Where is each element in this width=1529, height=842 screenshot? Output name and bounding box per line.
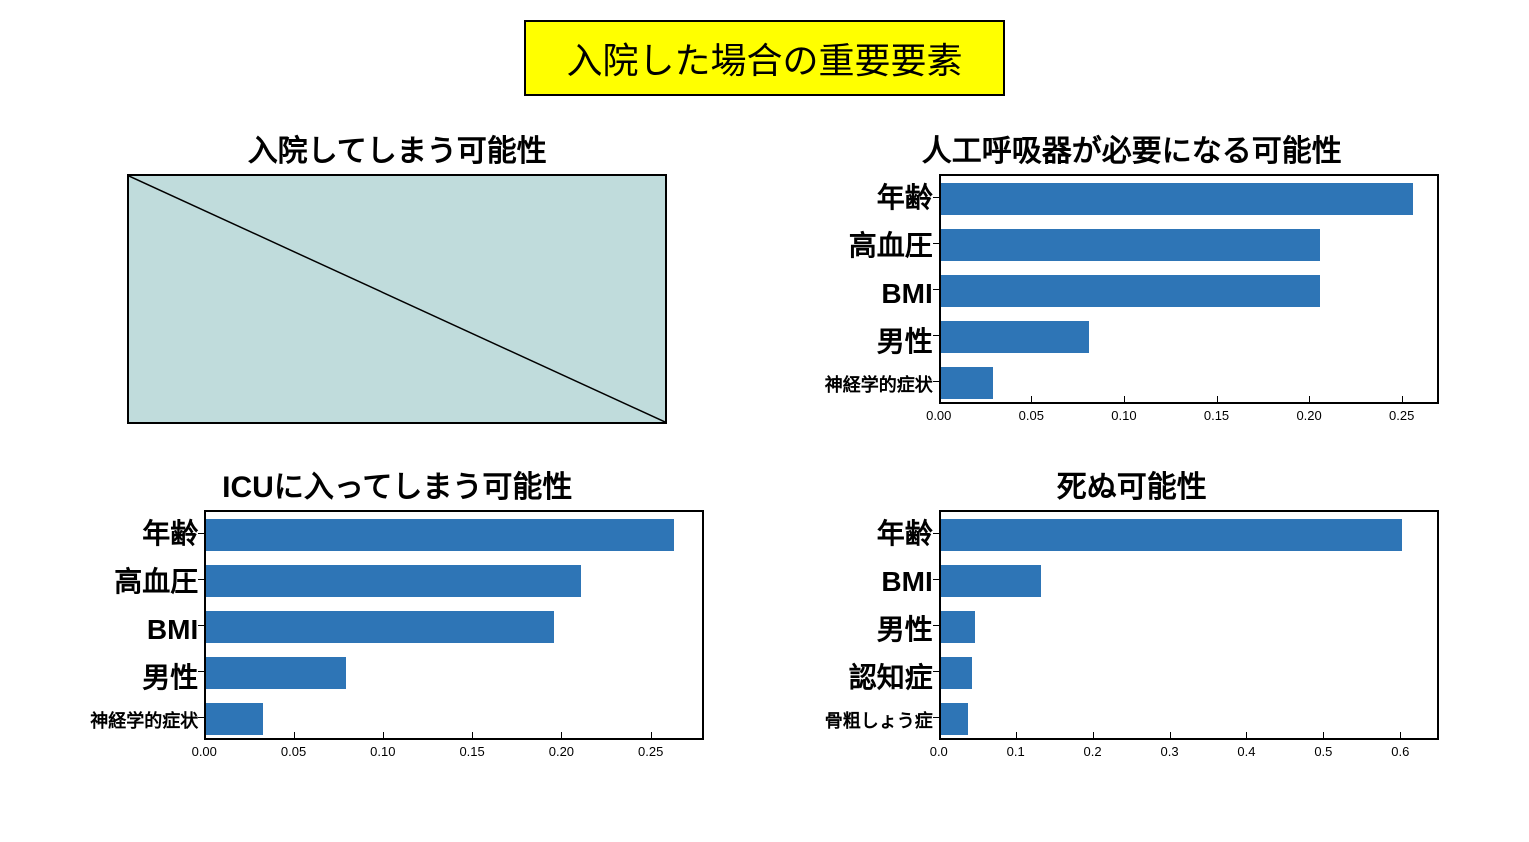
ylabel: 認知症 bbox=[849, 664, 933, 692]
xtick-label: 0.10 bbox=[370, 744, 395, 759]
xtick-label: 0.4 bbox=[1237, 744, 1255, 759]
chart-grid: 入院してしまう可能性 人工呼吸器が必要になる可能性 年齢高血圧BMI男性神経学的… bbox=[20, 126, 1509, 768]
xtick-label: 0.25 bbox=[1389, 408, 1414, 423]
xtick-label: 0.25 bbox=[638, 744, 663, 759]
ylabel: 男性 bbox=[142, 664, 198, 692]
ylabel: 神経学的症状 bbox=[825, 376, 933, 394]
bar bbox=[206, 611, 554, 642]
xtick-label: 0.05 bbox=[1019, 408, 1044, 423]
bar bbox=[941, 321, 1089, 352]
panel-top-left: 入院してしまう可能性 bbox=[60, 126, 735, 432]
xtick-label: 0.20 bbox=[1296, 408, 1321, 423]
ylabel: 男性 bbox=[877, 616, 933, 644]
xtick-label: 0.3 bbox=[1160, 744, 1178, 759]
bar bbox=[941, 611, 976, 642]
xtick-label: 0.6 bbox=[1391, 744, 1409, 759]
panel-title-icu: ICUに入ってしまう可能性 bbox=[222, 462, 572, 506]
xtick-label: 0.00 bbox=[926, 408, 951, 423]
xtick-label: 0.05 bbox=[281, 744, 306, 759]
panel-bottom-left: ICUに入ってしまう可能性 年齢高血圧 BMI 男性神経学的症状 0.00 0.05 0.… bbox=[60, 462, 735, 768]
panel-bottom-right: 死ぬ可能性 年齢 BMI 男性認知症骨粗しょう症 0.0 0.1 0.2 0.3 0.4 0.5… bbox=[795, 462, 1470, 768]
bar bbox=[941, 703, 968, 734]
bar bbox=[941, 367, 993, 398]
bar bbox=[941, 657, 972, 688]
bar bbox=[206, 565, 581, 596]
xtick-label: 0.1 bbox=[1007, 744, 1025, 759]
xtick-label: 0.10 bbox=[1111, 408, 1136, 423]
xtick-label: 0.5 bbox=[1314, 744, 1332, 759]
page-title: 入院した場合の重要要素 bbox=[524, 20, 1004, 96]
panel-title-death: 死ぬ可能性 bbox=[1057, 462, 1207, 506]
ylabel: BMI bbox=[881, 568, 932, 596]
ylabel: 男性 bbox=[877, 328, 933, 356]
chart-ventilator: 年齢高血圧 BMI 男性神経学的症状 0.00 0.05 0.10 0.15 0.20 0.25 bbox=[825, 174, 1439, 432]
bar bbox=[941, 275, 1321, 306]
bar bbox=[206, 657, 345, 688]
ylabel: 年齢 bbox=[877, 184, 933, 212]
bar bbox=[941, 229, 1321, 260]
bar bbox=[941, 519, 1403, 550]
panel-title-hospitalization: 入院してしまう可能性 bbox=[248, 126, 547, 170]
ylabel: BMI bbox=[147, 616, 198, 644]
chart-icu: 年齢高血圧 BMI 男性神経学的症状 0.00 0.05 0.10 0.15 0.20 0.25 bbox=[90, 510, 704, 768]
xtick-label: 0.20 bbox=[549, 744, 574, 759]
bar bbox=[206, 703, 263, 734]
bar bbox=[941, 565, 1041, 596]
placeholder-chart bbox=[127, 174, 667, 424]
xtick-label: 0.15 bbox=[459, 744, 484, 759]
ylabel: 高血圧 bbox=[849, 232, 933, 260]
ylabel: BMI bbox=[881, 280, 932, 308]
ylabel: 骨粗しょう症 bbox=[825, 712, 933, 730]
bar bbox=[206, 519, 674, 550]
ylabel: 年齢 bbox=[142, 520, 198, 548]
xtick-label: 0.00 bbox=[192, 744, 217, 759]
xtick-label: 0.0 bbox=[930, 744, 948, 759]
xtick-label: 0.15 bbox=[1204, 408, 1229, 423]
chart-death: 年齢 BMI 男性認知症骨粗しょう症 0.0 0.1 0.2 0.3 0.4 0.5 0.6 bbox=[825, 510, 1439, 768]
panel-top-right: 人工呼吸器が必要になる可能性 年齢高血圧 BMI 男性神経学的症状 0.00 0.05 0… bbox=[795, 126, 1470, 432]
xtick-label: 0.2 bbox=[1084, 744, 1102, 759]
panel-title-ventilator: 人工呼吸器が必要になる可能性 bbox=[922, 126, 1342, 170]
ylabel: 神経学的症状 bbox=[90, 712, 198, 730]
ylabel: 高血圧 bbox=[114, 568, 198, 596]
bar bbox=[941, 183, 1413, 214]
ylabel: 年齢 bbox=[877, 520, 933, 548]
